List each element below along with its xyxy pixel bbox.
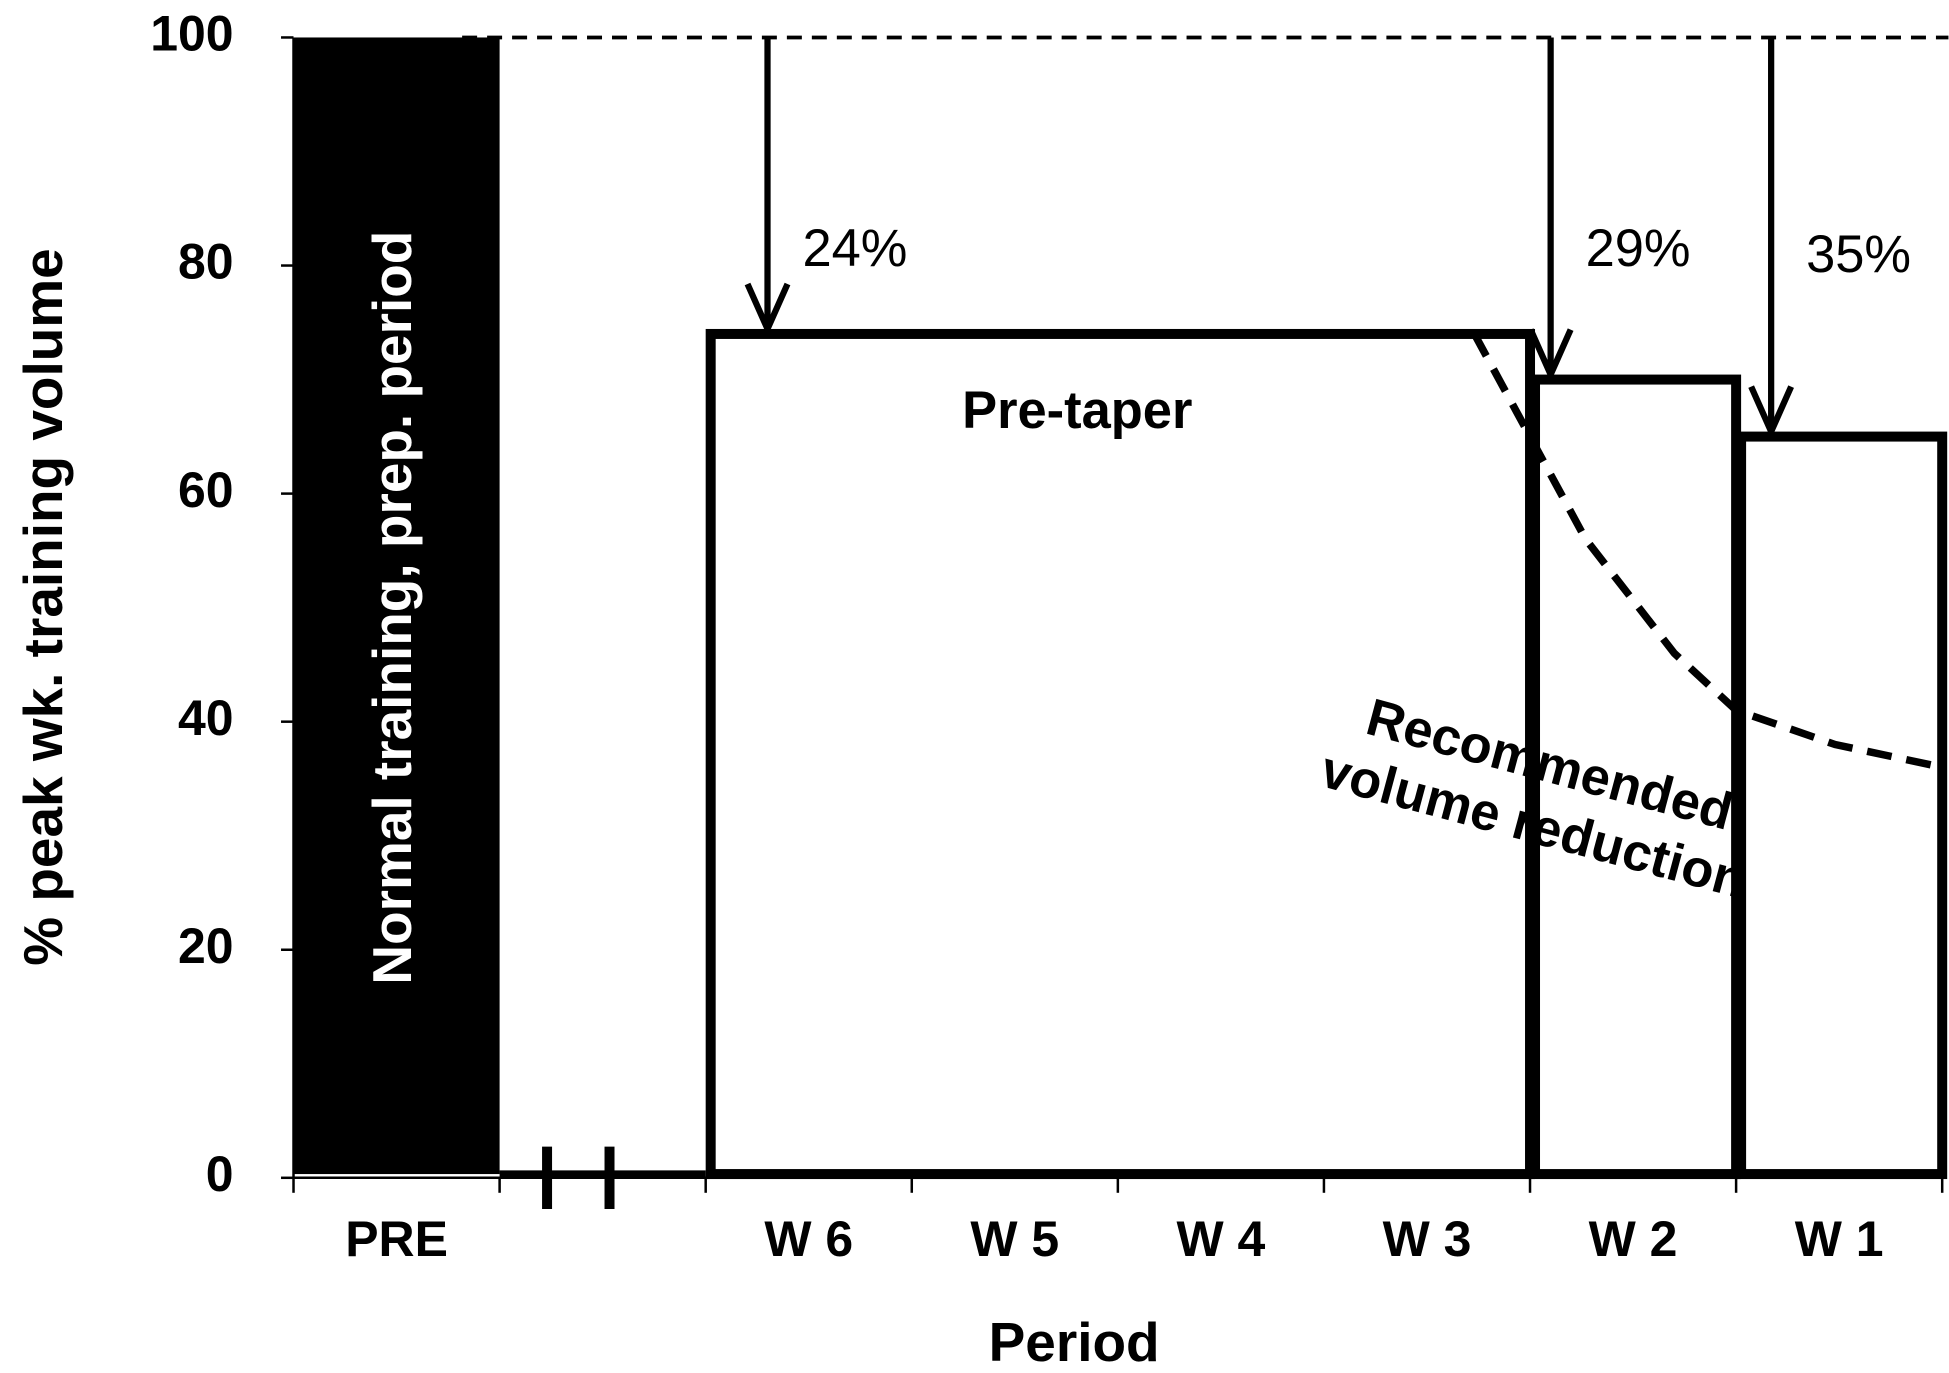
plot: Period % peak wk. training volume 0 20 40 6… <box>12 6 1949 1373</box>
x-tick-label: W 6 <box>764 1211 853 1267</box>
x-tick-label: W 1 <box>1795 1211 1884 1267</box>
arrow-head <box>744 282 791 337</box>
reduction-label: 35% <box>1806 226 1911 284</box>
y-axis-title: % peak wk. training volume <box>12 248 74 965</box>
reduction-label: 29% <box>1586 220 1691 278</box>
arrow-head <box>1748 385 1794 440</box>
y-tick-label: 20 <box>178 918 234 974</box>
y-tick-label: 100 <box>150 6 233 62</box>
x-axis-title: Period <box>989 1311 1160 1373</box>
bar-label: Pre-taper <box>962 382 1192 440</box>
bar <box>293 37 500 1175</box>
recommended-curve <box>1471 332 1943 771</box>
bar <box>1736 431 1948 1180</box>
x-tick-label: W 3 <box>1383 1211 1472 1267</box>
y-tick-label: 60 <box>178 462 234 518</box>
x-tick-label: W 2 <box>1589 1211 1678 1267</box>
x-tick-label: W 5 <box>970 1211 1059 1267</box>
y-tick-label: 0 <box>206 1146 234 1202</box>
bar <box>705 328 1536 1180</box>
bar-label: Normal training, prep. period <box>361 231 423 985</box>
reduction-label: 24% <box>802 220 907 278</box>
x-tick-label: PRE <box>345 1211 448 1267</box>
x-tick-label: W 4 <box>1176 1211 1265 1267</box>
arrow-head <box>1527 328 1574 383</box>
y-tick-label: 80 <box>178 234 234 290</box>
y-tick-label: 40 <box>178 690 234 746</box>
